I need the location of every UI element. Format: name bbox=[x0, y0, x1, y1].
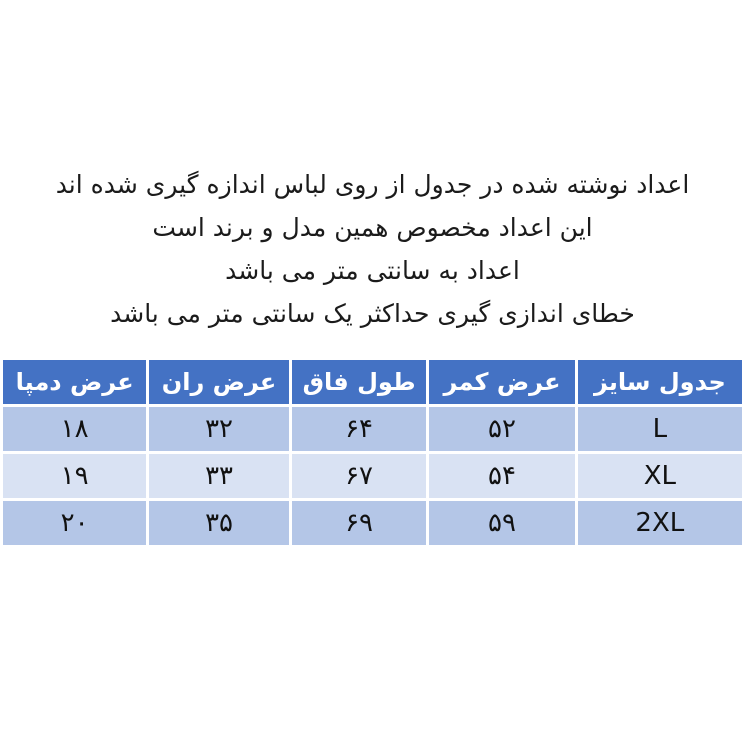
size-chart-table: جدول سایز عرض کمر طول فاق عرض ران عرض دم… bbox=[0, 357, 745, 548]
table-row-size-l: L ۵۲ ۶۴ ۳۲ ۱۸ bbox=[3, 407, 742, 451]
note-line-model-specific: این اعداد مخصوص همین مدل و برند است bbox=[152, 213, 593, 242]
cell-size-label: XL bbox=[577, 454, 742, 498]
note-line-tolerance: خطای اندازی گیری حداکثر یک سانتی متر می … bbox=[110, 299, 635, 328]
col-header-hem-width: عرض دمپا bbox=[3, 360, 147, 404]
cell-rise-length: ۶۷ bbox=[291, 454, 427, 498]
cell-rise-length: ۶۴ bbox=[291, 407, 427, 451]
table-row-size-xl: XL ۵۴ ۶۷ ۳۳ ۱۹ bbox=[3, 454, 742, 498]
cell-waist-width: ۵۹ bbox=[429, 501, 575, 545]
cell-waist-width: ۵۲ bbox=[429, 407, 575, 451]
cell-hem-width: ۲۰ bbox=[3, 501, 147, 545]
cell-hem-width: ۱۸ bbox=[3, 407, 147, 451]
cell-size-label: 2XL bbox=[577, 501, 742, 545]
cell-rise-length: ۶۹ bbox=[291, 501, 427, 545]
note-line-measured-on-garment: اعداد نوشته شده در جدول از روی لباس اندا… bbox=[55, 170, 690, 199]
col-header-size-chart: جدول سایز bbox=[577, 360, 742, 404]
cell-hem-width: ۱۹ bbox=[3, 454, 147, 498]
table-header-row: جدول سایز عرض کمر طول فاق عرض ران عرض دم… bbox=[3, 360, 742, 404]
cell-thigh-width: ۳۵ bbox=[149, 501, 289, 545]
note-line-unit-centimeter: اعداد به سانتی متر می باشد bbox=[225, 256, 520, 285]
cell-size-label: L bbox=[577, 407, 742, 451]
col-header-rise-length: طول فاق bbox=[291, 360, 427, 404]
table-row-size-2xl: 2XL ۵۹ ۶۹ ۳۵ ۲۰ bbox=[3, 501, 742, 545]
measurement-notes: اعداد نوشته شده در جدول از روی لباس اندا… bbox=[0, 0, 745, 329]
col-header-waist-width: عرض کمر bbox=[429, 360, 575, 404]
cell-thigh-width: ۳۲ bbox=[149, 407, 289, 451]
col-header-thigh-width: عرض ران bbox=[149, 360, 289, 404]
cell-waist-width: ۵۴ bbox=[429, 454, 575, 498]
cell-thigh-width: ۳۳ bbox=[149, 454, 289, 498]
